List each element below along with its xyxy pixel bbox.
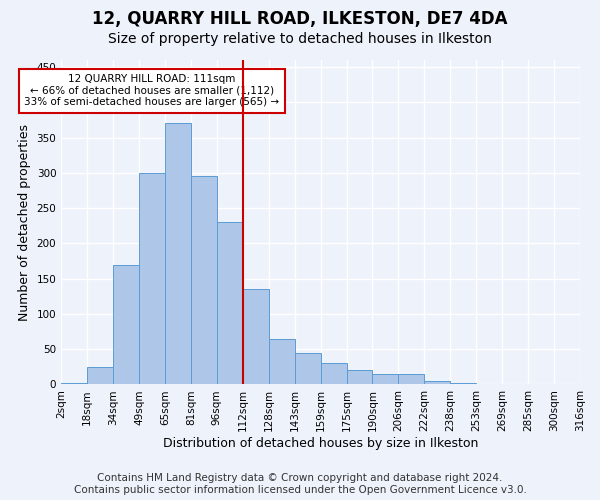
Bar	[269, 338, 295, 384]
Bar	[243, 289, 269, 384]
Bar	[165, 124, 191, 384]
Bar	[320, 364, 347, 384]
Bar	[87, 367, 113, 384]
Bar	[113, 264, 139, 384]
Text: Contains HM Land Registry data © Crown copyright and database right 2024.
Contai: Contains HM Land Registry data © Crown c…	[74, 474, 526, 495]
Bar	[139, 173, 165, 384]
Bar	[450, 383, 476, 384]
Text: Size of property relative to detached houses in Ilkeston: Size of property relative to detached ho…	[108, 32, 492, 46]
Text: 12, QUARRY HILL ROAD, ILKESTON, DE7 4DA: 12, QUARRY HILL ROAD, ILKESTON, DE7 4DA	[92, 10, 508, 28]
Bar	[424, 381, 450, 384]
Text: 12 QUARRY HILL ROAD: 111sqm
← 66% of detached houses are smaller (1,112)
33% of : 12 QUARRY HILL ROAD: 111sqm ← 66% of det…	[25, 74, 280, 108]
X-axis label: Distribution of detached houses by size in Ilkeston: Distribution of detached houses by size …	[163, 437, 478, 450]
Bar	[373, 374, 398, 384]
Bar	[217, 222, 243, 384]
Y-axis label: Number of detached properties: Number of detached properties	[18, 124, 31, 320]
Bar	[61, 383, 87, 384]
Bar	[398, 374, 424, 384]
Bar	[295, 352, 320, 384]
Bar	[347, 370, 373, 384]
Bar	[191, 176, 217, 384]
